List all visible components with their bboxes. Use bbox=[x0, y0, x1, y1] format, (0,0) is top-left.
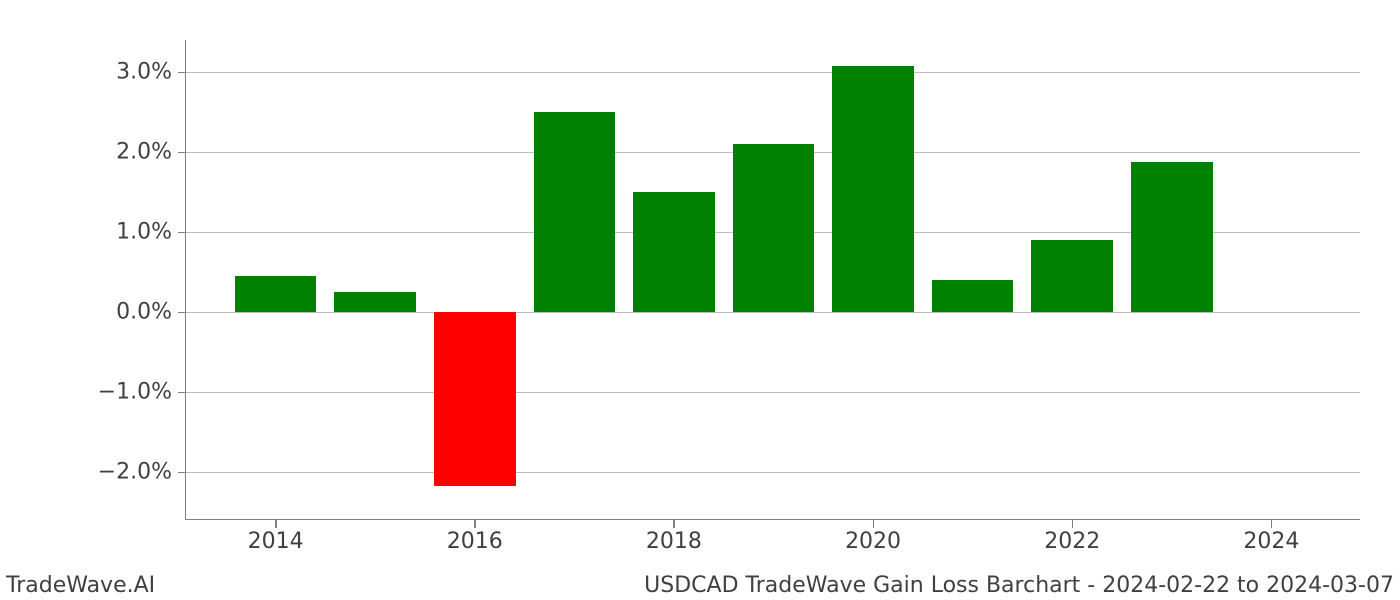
grid-line bbox=[186, 392, 1360, 393]
grid-line bbox=[186, 312, 1360, 313]
x-tick-label: 2016 bbox=[447, 519, 503, 554]
bar bbox=[235, 276, 317, 312]
bar bbox=[1131, 162, 1213, 312]
x-tick-label: 2020 bbox=[845, 519, 901, 554]
y-tick-label: −1.0% bbox=[98, 380, 186, 405]
bar bbox=[932, 280, 1014, 312]
bar bbox=[633, 192, 715, 312]
footer-brand: TradeWave.AI bbox=[6, 573, 155, 598]
footer-caption: USDCAD TradeWave Gain Loss Barchart - 20… bbox=[644, 573, 1394, 598]
chart-figure: −2.0% −1.0% 0.0% 1.0% 2.0% 3.0% 2014 2016 2018 20… bbox=[0, 0, 1400, 600]
y-tick-label: 1.0% bbox=[116, 220, 186, 245]
y-tick-label: 3.0% bbox=[116, 60, 186, 85]
bar bbox=[1031, 240, 1113, 312]
x-tick-label: 2014 bbox=[248, 519, 304, 554]
plot-area: −2.0%−1.0%0.0%1.0%2.0%3.0%20142016201820… bbox=[185, 40, 1360, 520]
bar bbox=[334, 292, 416, 312]
y-tick-label: 0.0% bbox=[116, 300, 186, 325]
y-tick-label: −2.0% bbox=[98, 460, 186, 485]
y-tick-label: 2.0% bbox=[116, 140, 186, 165]
x-tick-label: 2018 bbox=[646, 519, 702, 554]
x-tick-label: 2022 bbox=[1044, 519, 1100, 554]
bar bbox=[733, 144, 815, 312]
bar bbox=[534, 112, 616, 312]
grid-line bbox=[186, 72, 1360, 73]
x-tick-label: 2024 bbox=[1243, 519, 1299, 554]
bar bbox=[434, 312, 516, 486]
bar bbox=[832, 66, 914, 312]
grid-line bbox=[186, 472, 1360, 473]
